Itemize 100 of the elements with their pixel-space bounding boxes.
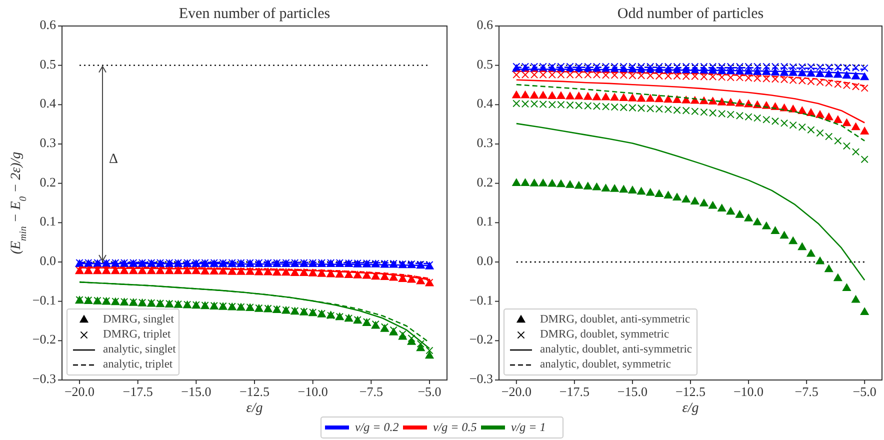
y-tick-label: 0.4 (476, 96, 494, 111)
y-tick-label: 0.0 (476, 252, 493, 268)
x-tick-label: −12.5 (675, 384, 706, 399)
x-tick-label: −7.5 (794, 384, 818, 399)
point (717, 204, 726, 212)
y-tick-label: −0.1 (32, 292, 56, 308)
point (806, 248, 816, 257)
point (408, 334, 416, 342)
y-tick-label: 0.5 (476, 56, 493, 72)
y-tick-label: 0.5 (40, 56, 56, 72)
x-axis-title: ε/g (682, 401, 699, 416)
point (762, 221, 771, 230)
x-tick-label: −5.0 (418, 384, 442, 399)
point (601, 92, 610, 100)
point (592, 92, 602, 100)
point (824, 112, 834, 120)
point (798, 123, 806, 131)
y-tick-label: −0.1 (469, 292, 493, 308)
annotation: DMRG, triplet (103, 328, 172, 341)
x-tick-label: −15.0 (181, 384, 212, 399)
point (672, 95, 682, 103)
annotation: Δ (108, 152, 118, 167)
annotation: DMRG, singlet (103, 314, 175, 326)
point (682, 95, 691, 104)
point (852, 148, 860, 156)
point (815, 256, 825, 264)
annotation: analytic, doublet, symmetric (540, 358, 671, 371)
point (726, 206, 736, 215)
point (574, 180, 584, 189)
point (780, 230, 789, 239)
point (548, 178, 557, 187)
point (636, 186, 646, 195)
point (699, 198, 709, 206)
point (646, 94, 655, 102)
point (565, 180, 575, 188)
point (548, 91, 557, 100)
point (834, 137, 842, 145)
point (664, 94, 673, 103)
point (860, 126, 870, 134)
x-tick-label: −10.0 (733, 384, 764, 399)
point (744, 213, 754, 222)
y-tick-label: −0.2 (469, 332, 493, 347)
point (520, 90, 530, 98)
legend-label: v/g = 0.2 (355, 420, 399, 434)
point (654, 189, 664, 197)
point (426, 346, 434, 354)
y-tick-label: 0.0 (40, 252, 56, 268)
x-tick-label: −12.5 (239, 384, 270, 399)
point (672, 192, 682, 201)
point (416, 340, 424, 348)
point (824, 70, 834, 78)
point (851, 122, 860, 130)
point (851, 71, 860, 80)
y-tick-label: 0.1 (476, 214, 493, 229)
point (788, 236, 798, 244)
x-tick-label: −7.5 (359, 384, 383, 399)
point (646, 188, 655, 196)
point (628, 186, 638, 194)
point (860, 307, 870, 315)
annotation: analytic, singlet (103, 344, 177, 356)
point (636, 94, 646, 102)
y-tick-label: 0.3 (40, 134, 56, 150)
point (556, 179, 566, 188)
point (610, 184, 620, 192)
y-tick-label: −0.3 (469, 370, 493, 386)
point (860, 156, 868, 164)
point (825, 132, 833, 140)
line-series (516, 84, 866, 142)
point (601, 184, 610, 192)
annotation: analytic, triplet (103, 358, 174, 371)
point (824, 264, 834, 272)
point (708, 96, 718, 105)
point (860, 72, 870, 80)
point (538, 90, 548, 99)
point (833, 70, 842, 78)
annotation: DMRG, doublet, anti-symmetric (540, 314, 690, 326)
legend-label: v/g = 1 (511, 420, 546, 434)
point (690, 196, 700, 204)
point (735, 210, 744, 218)
point (512, 178, 521, 186)
point (556, 91, 566, 100)
point (530, 90, 539, 99)
x-tick-label: −17.5 (122, 384, 153, 399)
point (619, 184, 628, 193)
annotation: DMRG, doublet, symmetric (540, 328, 670, 341)
point (682, 194, 691, 202)
point (654, 94, 664, 102)
x-tick-label: −20.0 (64, 384, 95, 399)
point (610, 92, 620, 101)
x-tick-label: −17.5 (559, 384, 590, 399)
line-series (516, 122, 866, 281)
y-tick-label: 0.1 (40, 214, 56, 229)
point (780, 68, 789, 76)
point (530, 178, 539, 186)
y-tick-label: 0.6 (40, 16, 56, 32)
y-tick-label: −0.2 (32, 332, 56, 347)
point (574, 92, 584, 100)
point (565, 92, 575, 100)
y-tick-label: −0.3 (32, 370, 56, 386)
x-tick-label: −10.0 (298, 384, 328, 399)
